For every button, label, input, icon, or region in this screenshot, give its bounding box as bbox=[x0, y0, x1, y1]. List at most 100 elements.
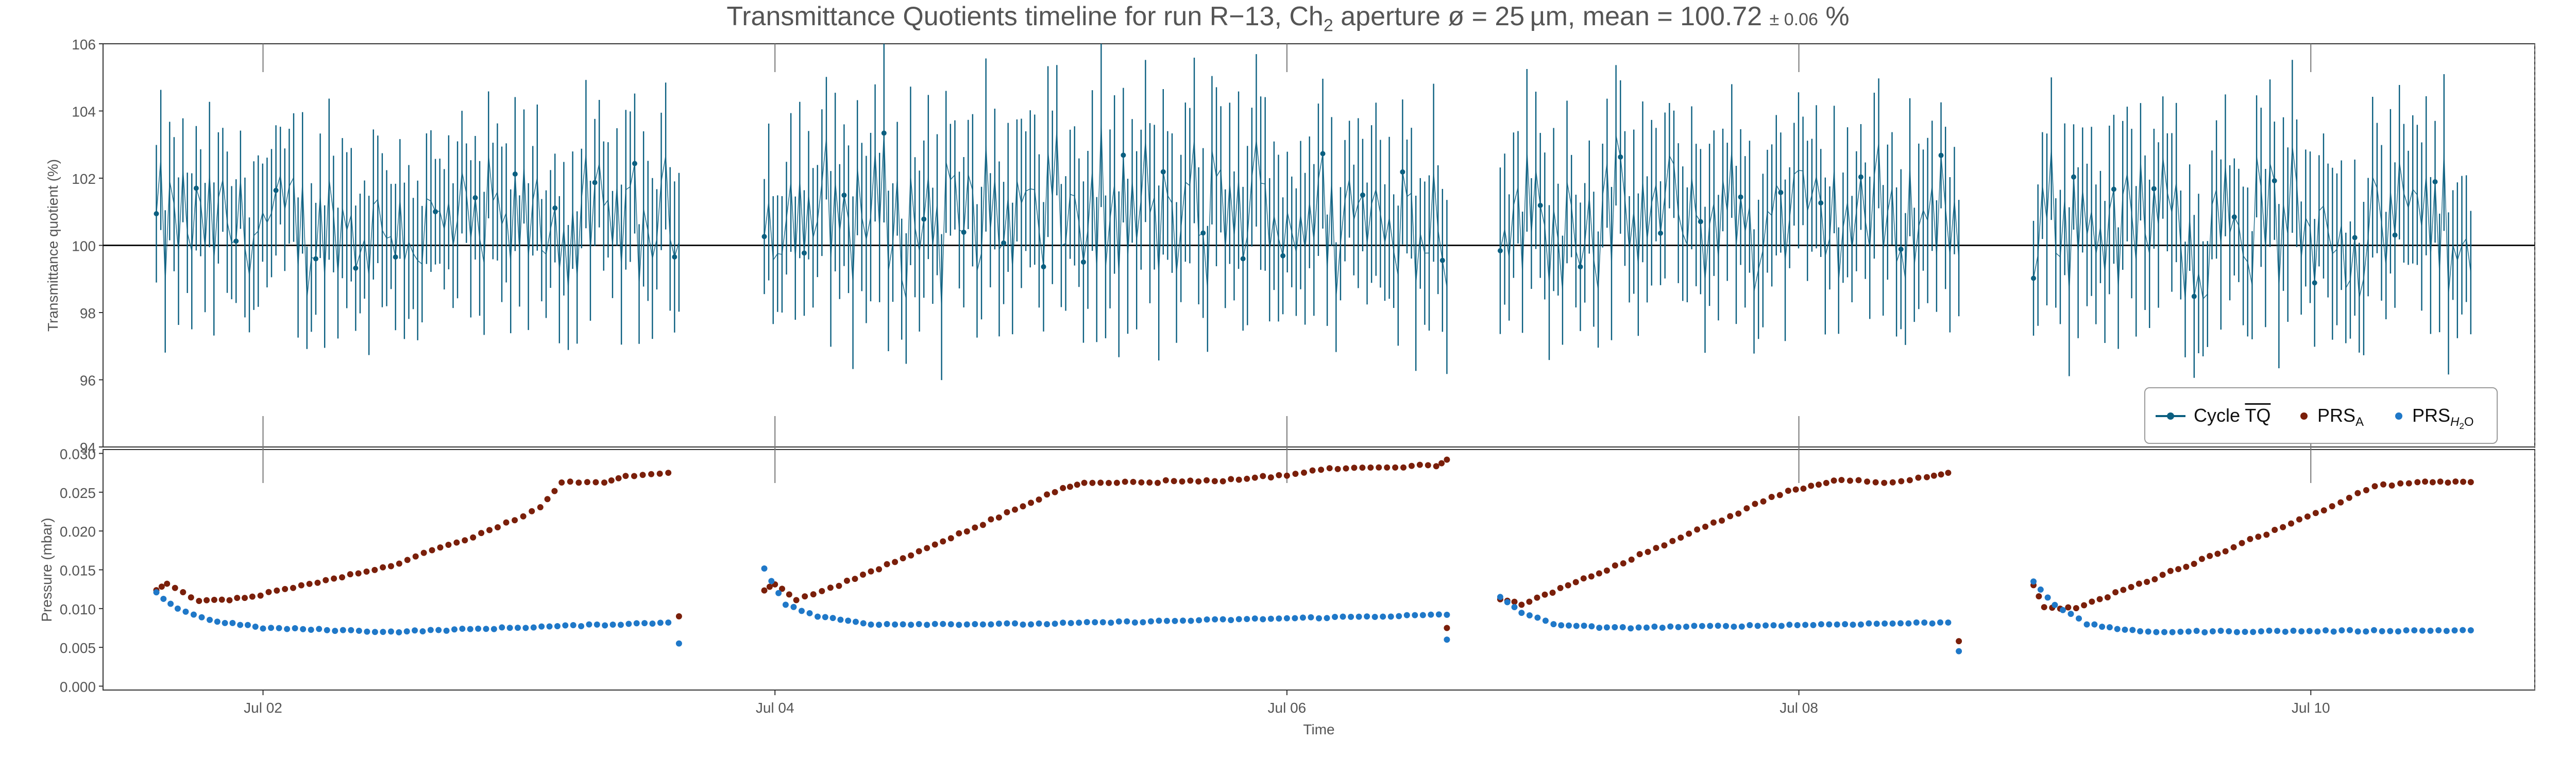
prs-h2o-point bbox=[625, 621, 632, 627]
prs-h2o-point bbox=[1794, 622, 1801, 628]
prs-h2o-point bbox=[1204, 616, 1210, 623]
prs-h2o-point bbox=[1428, 611, 1434, 618]
prs-h2o-point bbox=[2193, 628, 2200, 634]
prs-h2o-point bbox=[1762, 622, 1769, 629]
prs-a-point bbox=[544, 496, 551, 503]
prs-a-point bbox=[1846, 477, 1853, 484]
prs-a-point bbox=[462, 537, 468, 544]
prs-a-point bbox=[2452, 478, 2459, 485]
prs-a-point bbox=[1572, 579, 1579, 585]
prs-a-point bbox=[592, 479, 599, 486]
prs-h2o-point bbox=[1435, 611, 1442, 618]
prs-h2o-point bbox=[467, 626, 473, 632]
prs-h2o-point bbox=[1244, 616, 1250, 623]
prs-h2o-point bbox=[2114, 626, 2121, 632]
prs-a-point bbox=[520, 513, 527, 520]
prs-h2o-point bbox=[268, 625, 275, 631]
title-error: ± 0.06 bbox=[1769, 10, 1818, 29]
prs-h2o-point bbox=[490, 626, 497, 632]
prs-h2o-point bbox=[1340, 613, 1346, 620]
prs-h2o-point bbox=[483, 626, 489, 632]
prs-a-point bbox=[1628, 556, 1635, 563]
prs-h2o-point bbox=[2209, 628, 2216, 634]
prs-h2o-point bbox=[1581, 623, 1587, 629]
prs-a-point bbox=[2337, 499, 2344, 506]
prs-a-point bbox=[1004, 509, 1010, 515]
prs-h2o-point bbox=[1588, 623, 1595, 630]
prs-a-point bbox=[558, 479, 565, 486]
prs-h2o-point bbox=[1219, 616, 1226, 623]
legend-label-prs-h2o: PRS bbox=[2412, 405, 2451, 426]
prs-a-point bbox=[2288, 520, 2295, 527]
prs-h2o-point bbox=[2379, 628, 2385, 634]
prs-a-point bbox=[486, 527, 493, 533]
prs-a-point bbox=[2429, 479, 2436, 486]
prs-a-point bbox=[1162, 477, 1169, 484]
prs-a-point bbox=[2255, 533, 2262, 540]
legend-item-prs-h2o: PRSH2O bbox=[2388, 402, 2492, 431]
prs-h2o-point bbox=[908, 622, 914, 628]
prs-h2o-point bbox=[884, 621, 890, 627]
prs-h2o-point bbox=[1675, 624, 1682, 630]
prs-a-point bbox=[802, 593, 808, 600]
prs-h2o-point bbox=[1276, 615, 1282, 622]
prs-a-point bbox=[2183, 563, 2190, 570]
prs-h2o-point bbox=[2282, 628, 2289, 635]
prs-a-point bbox=[2414, 479, 2421, 486]
prs-a-point bbox=[218, 596, 225, 603]
prs-h2o-point bbox=[403, 628, 410, 635]
prs-h2o-point bbox=[2363, 628, 2369, 635]
prs-a-point bbox=[2104, 594, 2111, 601]
prs-h2o-point bbox=[2153, 629, 2160, 635]
prs-h2o-point bbox=[1348, 613, 1354, 620]
x-tick-label: Jul 08 bbox=[1780, 700, 1818, 716]
top-y-tick-label: 104 bbox=[72, 104, 96, 120]
top-y-tick-label: 94 bbox=[80, 440, 96, 456]
legend-marker-cycle-tq bbox=[2156, 412, 2185, 420]
prs-a-point bbox=[947, 535, 954, 542]
prs-a-point bbox=[1179, 478, 1185, 485]
prs-h2o-point bbox=[2242, 629, 2248, 635]
prs-a-point bbox=[1565, 582, 1571, 589]
prs-h2o-point bbox=[2427, 627, 2434, 634]
prs-h2o-point bbox=[1659, 625, 1666, 631]
prs-a-point bbox=[196, 598, 202, 605]
prs-a-point bbox=[786, 591, 792, 598]
prs-h2o-point bbox=[459, 626, 466, 632]
title-suffix: % bbox=[1818, 2, 1850, 31]
prs-h2o-point bbox=[1826, 621, 1833, 628]
prs-h2o-point bbox=[522, 625, 529, 631]
x-tick-label: Jul 06 bbox=[1268, 700, 1307, 716]
prs-h2o-point bbox=[1504, 599, 1511, 606]
prs-h2o-point bbox=[916, 621, 922, 627]
prs-a-point bbox=[608, 477, 615, 484]
prs-h2o-point bbox=[1842, 621, 1849, 628]
prs-h2o-point bbox=[214, 618, 221, 625]
prs-a-point bbox=[1831, 477, 1837, 484]
prs-h2o-point bbox=[1723, 623, 1730, 629]
prs-h2o-point bbox=[609, 621, 616, 628]
prs-a-point bbox=[1211, 478, 1218, 485]
prs-h2o-point bbox=[892, 621, 899, 628]
prs-h2o-point bbox=[578, 623, 585, 629]
prs-a-point bbox=[779, 585, 786, 592]
prs-h2o-point bbox=[1786, 622, 1793, 628]
prs-h2o-point bbox=[2443, 628, 2450, 634]
prs-a-point bbox=[1260, 473, 1266, 479]
prs-h2o-point bbox=[2059, 607, 2066, 613]
prs-h2o-point bbox=[292, 625, 298, 632]
prs-a-point bbox=[298, 582, 304, 589]
prs-h2o-point bbox=[1511, 604, 1518, 611]
prs-h2o-point bbox=[1212, 616, 1218, 623]
prs-h2o-point bbox=[1251, 615, 1258, 622]
prs-a-point bbox=[1864, 478, 1871, 485]
prs-h2o-point bbox=[355, 627, 362, 634]
prs-a-point bbox=[1938, 471, 1944, 478]
prs-a-point bbox=[1195, 478, 1202, 485]
prs-h2o-point bbox=[868, 621, 874, 628]
prs-h2o-point bbox=[979, 621, 986, 628]
prs-a-point bbox=[437, 544, 444, 551]
prs-a-point bbox=[1416, 461, 1423, 468]
prs-h2o-point bbox=[1628, 625, 1634, 632]
prs-h2o-point bbox=[1905, 620, 1912, 627]
